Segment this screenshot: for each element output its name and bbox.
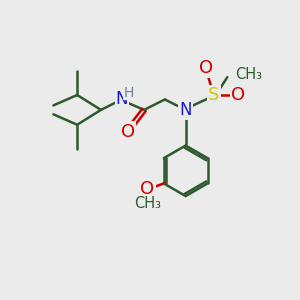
Text: N: N <box>179 101 192 119</box>
Text: CH₃: CH₃ <box>134 196 161 211</box>
Text: O: O <box>200 59 214 77</box>
Text: N: N <box>116 91 128 109</box>
Text: O: O <box>231 86 245 104</box>
Text: H: H <box>123 86 134 100</box>
Text: O: O <box>121 123 135 141</box>
Text: CH₃: CH₃ <box>235 67 262 82</box>
Text: O: O <box>140 180 154 198</box>
Text: S: S <box>208 86 220 104</box>
